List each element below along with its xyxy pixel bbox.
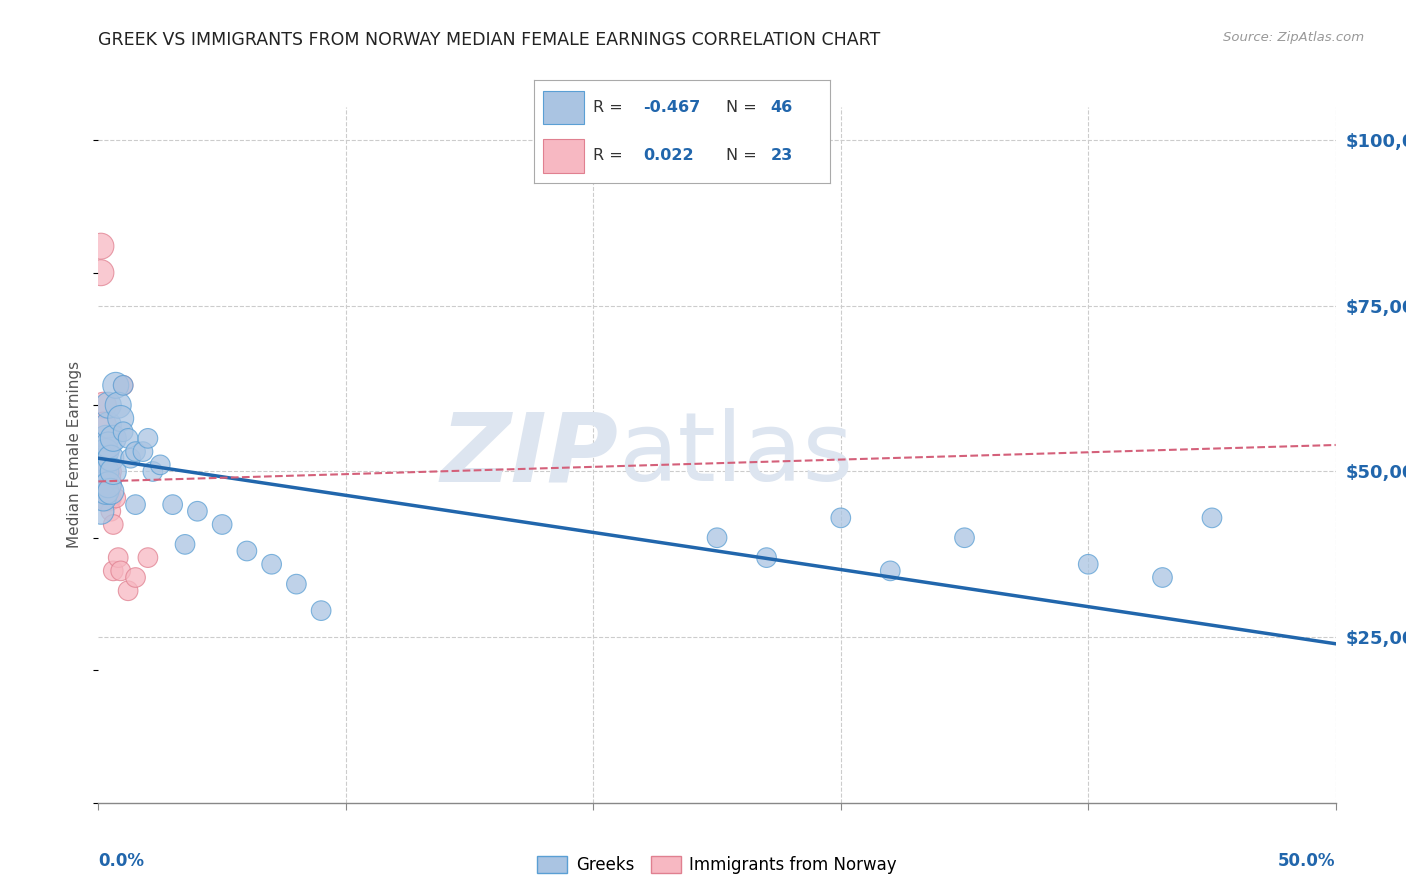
Text: N =: N = (725, 101, 762, 115)
Point (94, 484, 117, 499)
Text: ZIP: ZIP (440, 409, 619, 501)
Point (94, 471, 117, 485)
Point (879, 564, 901, 578)
Point (93, 451, 115, 466)
Point (97, 477, 120, 491)
Point (120, 451, 142, 466)
Text: 0.0%: 0.0% (98, 852, 145, 870)
Point (110, 564, 132, 578)
Text: 50.0%: 50.0% (1278, 852, 1336, 870)
Point (110, 411, 132, 425)
Point (107, 550, 129, 565)
Point (124, 570, 146, 584)
Y-axis label: Median Female Earnings: Median Female Earnings (67, 361, 83, 549)
Point (830, 511, 852, 525)
Point (1201, 511, 1223, 525)
Point (100, 504, 122, 518)
Point (94, 477, 117, 491)
Point (149, 458, 172, 472)
Point (94, 491, 117, 505)
Point (309, 604, 332, 618)
Point (90, 266, 112, 280)
Point (93, 491, 115, 505)
Point (100, 451, 122, 466)
Point (93, 398, 115, 412)
Point (97, 418, 120, 433)
Point (93, 465, 115, 479)
Legend: Greeks, Immigrants from Norway: Greeks, Immigrants from Norway (537, 856, 897, 874)
Text: Source: ZipAtlas.com: Source: ZipAtlas.com (1223, 31, 1364, 45)
Point (97, 438, 120, 452)
Point (94, 431, 117, 445)
Point (136, 550, 159, 565)
Point (132, 444, 155, 458)
Point (94, 444, 117, 458)
Point (1152, 570, 1174, 584)
Point (186, 504, 208, 518)
Point (100, 471, 122, 485)
Point (94, 465, 117, 479)
Text: R =: R = (593, 101, 628, 115)
Point (124, 498, 146, 512)
Point (953, 531, 976, 545)
Point (112, 425, 135, 439)
Point (117, 431, 139, 445)
Point (142, 465, 165, 479)
Point (90, 504, 112, 518)
Point (100, 491, 122, 505)
Point (103, 431, 125, 445)
Point (136, 431, 159, 445)
Point (94, 465, 117, 479)
Point (97, 398, 120, 412)
Point (755, 550, 778, 565)
Text: -0.467: -0.467 (644, 101, 700, 115)
Point (162, 498, 184, 512)
Bar (543, 91, 585, 124)
Point (103, 564, 125, 578)
Point (112, 378, 135, 392)
Text: 23: 23 (770, 148, 793, 162)
Point (90, 239, 112, 253)
Point (211, 517, 233, 532)
Point (236, 544, 259, 558)
Point (124, 444, 146, 458)
Point (100, 484, 122, 499)
Point (104, 491, 127, 505)
Point (97, 465, 120, 479)
Text: 0.022: 0.022 (644, 148, 695, 162)
Point (107, 398, 129, 412)
Point (706, 531, 728, 545)
Text: GREEK VS IMMIGRANTS FROM NORWAY MEDIAN FEMALE EARNINGS CORRELATION CHART: GREEK VS IMMIGRANTS FROM NORWAY MEDIAN F… (98, 31, 880, 49)
Point (112, 378, 135, 392)
Point (104, 378, 127, 392)
Point (90, 477, 112, 491)
Point (285, 577, 308, 591)
Point (97, 491, 120, 505)
Text: R =: R = (593, 148, 628, 162)
Point (117, 583, 139, 598)
Point (260, 558, 283, 572)
Point (97, 477, 120, 491)
Point (103, 517, 125, 532)
Text: N =: N = (725, 148, 762, 162)
Point (103, 465, 125, 479)
Text: atlas: atlas (619, 409, 853, 501)
Text: 46: 46 (770, 101, 793, 115)
Point (93, 418, 115, 433)
Bar (543, 139, 585, 173)
Point (1077, 558, 1099, 572)
Point (174, 537, 197, 551)
